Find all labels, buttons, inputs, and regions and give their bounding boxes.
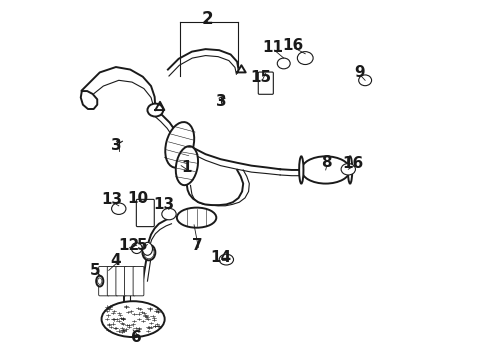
Ellipse shape xyxy=(96,276,103,287)
Ellipse shape xyxy=(176,146,198,185)
Polygon shape xyxy=(155,102,164,110)
Ellipse shape xyxy=(219,254,234,265)
Ellipse shape xyxy=(101,301,165,337)
Ellipse shape xyxy=(147,104,163,117)
Text: 9: 9 xyxy=(354,65,365,80)
Ellipse shape xyxy=(131,243,142,253)
FancyBboxPatch shape xyxy=(124,266,135,296)
Ellipse shape xyxy=(112,203,126,215)
Text: 6: 6 xyxy=(131,330,142,345)
Ellipse shape xyxy=(348,156,352,184)
Text: 16: 16 xyxy=(342,156,363,171)
Text: 5: 5 xyxy=(137,238,147,253)
Text: 1: 1 xyxy=(182,160,192,175)
Ellipse shape xyxy=(146,248,152,256)
Ellipse shape xyxy=(277,58,290,69)
Ellipse shape xyxy=(165,122,194,168)
Ellipse shape xyxy=(177,208,216,228)
FancyBboxPatch shape xyxy=(116,266,126,296)
FancyBboxPatch shape xyxy=(133,266,144,296)
Ellipse shape xyxy=(297,51,313,64)
Text: 14: 14 xyxy=(210,249,231,265)
Text: 3: 3 xyxy=(111,139,121,153)
Text: 11: 11 xyxy=(263,40,284,55)
FancyBboxPatch shape xyxy=(107,266,118,296)
Text: 3: 3 xyxy=(217,94,227,109)
Ellipse shape xyxy=(143,244,155,260)
Text: 2: 2 xyxy=(201,10,213,28)
Text: 7: 7 xyxy=(193,238,203,253)
Ellipse shape xyxy=(98,278,102,284)
Ellipse shape xyxy=(143,242,152,255)
Text: 13: 13 xyxy=(154,197,175,212)
Polygon shape xyxy=(237,65,245,72)
Text: 10: 10 xyxy=(127,191,148,206)
Ellipse shape xyxy=(341,163,355,175)
Ellipse shape xyxy=(162,208,176,220)
Text: 12: 12 xyxy=(118,238,139,253)
FancyBboxPatch shape xyxy=(258,72,273,94)
Text: 4: 4 xyxy=(110,253,121,268)
Ellipse shape xyxy=(359,75,371,86)
Text: 8: 8 xyxy=(321,155,332,170)
Polygon shape xyxy=(81,91,97,109)
Ellipse shape xyxy=(301,156,350,184)
Text: 15: 15 xyxy=(250,70,271,85)
Ellipse shape xyxy=(299,156,303,184)
Text: 16: 16 xyxy=(283,38,304,53)
Text: 13: 13 xyxy=(101,192,122,207)
FancyBboxPatch shape xyxy=(136,199,154,226)
Ellipse shape xyxy=(144,246,154,259)
Text: 5: 5 xyxy=(90,263,100,278)
FancyBboxPatch shape xyxy=(98,266,109,296)
